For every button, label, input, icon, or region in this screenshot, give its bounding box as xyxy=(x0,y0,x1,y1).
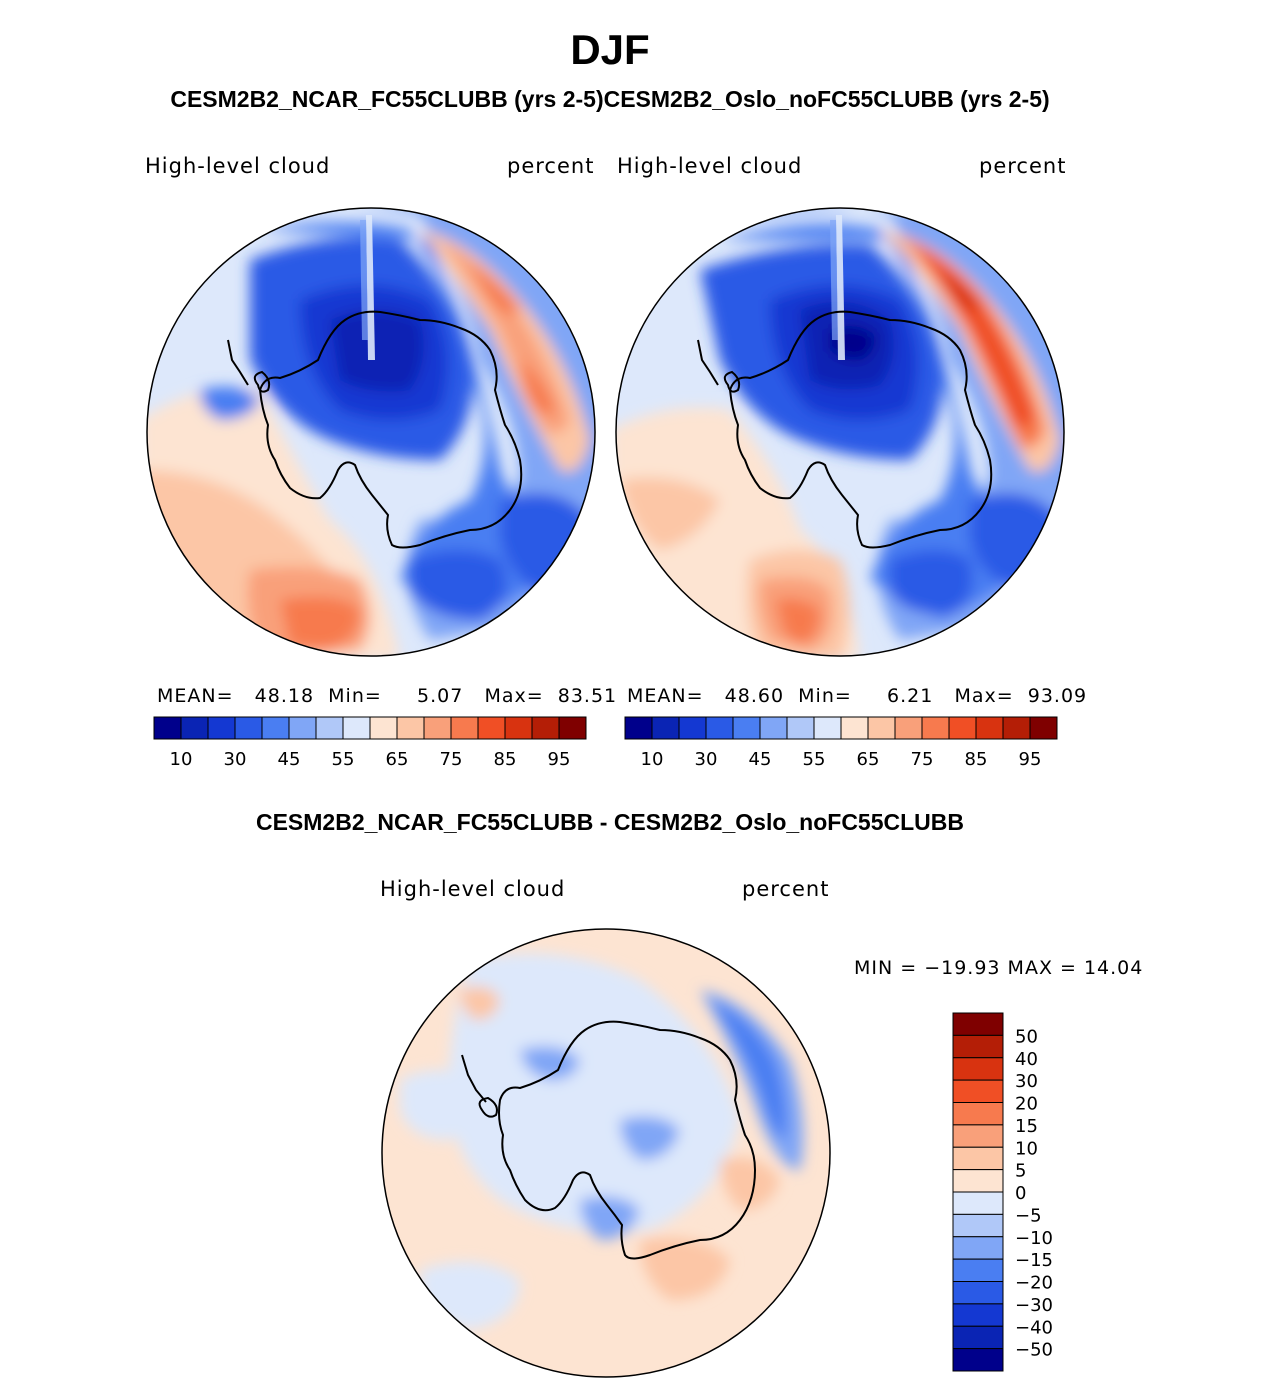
colorbar-panel1-swatch xyxy=(153,716,182,740)
panel1-map xyxy=(146,207,596,657)
panel2-units-label: percent xyxy=(979,154,1067,178)
panel2-map xyxy=(615,207,1065,657)
diff-variable-label: High-level cloud xyxy=(380,877,566,901)
colorbar-panel2-swatch xyxy=(867,716,896,740)
colorbar-difference-swatch xyxy=(952,1057,1004,1081)
colorbar-panel2-tick-label: 55 xyxy=(803,749,826,770)
colorbar-panel1-swatch xyxy=(369,716,398,740)
colorbar-panel2-tick-label: 75 xyxy=(911,749,934,770)
colorbar-panel2-swatch xyxy=(678,716,707,740)
colorbar-difference-tick-label: 0 xyxy=(1015,1183,1026,1204)
colorbar-difference-tick-label: −15 xyxy=(1015,1250,1053,1271)
panel1-variable-label: High-level cloud xyxy=(145,154,331,178)
colorbar-difference-swatch xyxy=(952,1034,1004,1059)
colorbar-panel1-swatch xyxy=(180,716,209,740)
colorbar-difference-swatch xyxy=(952,1146,1004,1171)
colorbar-panel1-tick-label: 85 xyxy=(494,749,517,770)
diff-stats: MIN = −19.93 MAX = 14.04 xyxy=(854,957,1144,979)
colorbar-panel2-swatch xyxy=(840,716,869,740)
colorbar-difference-tick-label: −20 xyxy=(1015,1273,1053,1294)
colorbar-panel1-tick-label: 75 xyxy=(440,749,463,770)
colorbar-panel2-swatch xyxy=(624,716,653,740)
panel1-units-label: percent xyxy=(507,154,595,178)
colorbar-difference-swatch xyxy=(952,1236,1004,1260)
colorbar-panel2-tick-label: 85 xyxy=(965,749,988,770)
colorbar-panel1-tick-label: 55 xyxy=(332,749,355,770)
diff-units-label: percent xyxy=(742,877,830,901)
colorbar-difference-swatch xyxy=(952,1191,1004,1215)
colorbar-panel1-swatch xyxy=(288,716,317,740)
colorbar-panel1-swatch xyxy=(315,716,344,740)
colorbar-panel1-swatch xyxy=(261,716,290,740)
colorbar-difference-tick-label: 40 xyxy=(1015,1049,1038,1070)
colorbar-panel1-swatch xyxy=(450,716,479,740)
colorbar-difference-swatch xyxy=(952,1258,1004,1282)
colorbar-panel1-swatch xyxy=(207,716,236,740)
colorbar-difference-tick-label: 15 xyxy=(1015,1116,1038,1137)
colorbar-difference-swatch xyxy=(952,1213,1004,1238)
colorbar-panel2-tick-label: 65 xyxy=(857,749,880,770)
colorbar-difference-swatch xyxy=(952,1124,1004,1148)
colorbar-panel2-swatch xyxy=(921,716,950,740)
colorbar-panel1-tick-label: 65 xyxy=(386,749,409,770)
colorbar-panel1-swatch xyxy=(558,716,587,740)
colorbar-panel2-tick-label: 45 xyxy=(749,749,772,770)
colorbar-difference-tick-label: 20 xyxy=(1015,1094,1038,1115)
colorbar-difference-swatch xyxy=(952,1348,1004,1372)
colorbar-panel2-swatch xyxy=(759,716,788,740)
colorbar-panel1-swatch xyxy=(396,716,425,740)
colorbar-panel1-swatch xyxy=(423,716,452,740)
colorbar-panel1-swatch xyxy=(234,716,263,740)
colorbar-panel1-tick-label: 95 xyxy=(548,749,571,770)
difference-map xyxy=(381,928,831,1378)
colorbar-difference-swatch xyxy=(952,1079,1004,1103)
colorbar-difference-tick-label: −30 xyxy=(1015,1295,1053,1316)
colorbar-panel2-swatch xyxy=(948,716,977,740)
colorbar-panel1-tick-label: 30 xyxy=(224,749,247,770)
colorbar-difference-tick-label: 50 xyxy=(1015,1026,1038,1047)
colorbar-difference-tick-label: −50 xyxy=(1015,1340,1053,1361)
colorbar-difference-tick-label: 10 xyxy=(1015,1138,1038,1159)
colorbar-panel2-swatch xyxy=(894,716,923,740)
colorbar-panel1-tick-label: 45 xyxy=(278,749,301,770)
colorbar-panel2-swatch xyxy=(786,716,815,740)
panel1-stats: MEAN= 48.18 Min= 5.07 Max= 83.51 xyxy=(157,685,618,707)
colorbar-panel1-swatch xyxy=(342,716,371,740)
season-title: DJF xyxy=(570,26,650,73)
colorbar-panel2-tick-label: 10 xyxy=(641,749,664,770)
colorbar-difference-swatch xyxy=(952,1303,1004,1327)
colorbar-difference-swatch xyxy=(952,1012,1004,1036)
colorbar-difference-tick-label: −10 xyxy=(1015,1228,1053,1249)
colorbar-panel2-tick-label: 95 xyxy=(1019,749,1042,770)
colorbar-panel2-swatch xyxy=(651,716,680,740)
colorbar-difference-swatch xyxy=(952,1325,1004,1350)
colorbar-difference-tick-label: −5 xyxy=(1015,1205,1042,1226)
colorbar-difference-swatch xyxy=(952,1169,1004,1193)
panel2-stats: MEAN= 48.60 Min= 6.21 Max= 93.09 xyxy=(627,685,1088,707)
colorbar-difference-tick-label: 5 xyxy=(1015,1161,1026,1182)
colorbar-panel2-swatch xyxy=(1002,716,1031,740)
colorbar-panel1-swatch xyxy=(504,716,533,740)
colorbar-panel2-swatch xyxy=(1029,716,1058,740)
colorbar-panel2: 10 30 45 55 65 75 85 95 xyxy=(624,716,1058,770)
colorbar-panel1-swatch xyxy=(477,716,506,740)
difference-title: CESM2B2_NCAR_FC55CLUBB - CESM2B2_Oslo_no… xyxy=(255,809,964,835)
colorbar-panel2-swatch xyxy=(975,716,1004,740)
colorbar-panel2-swatch xyxy=(813,716,842,740)
colorbar-difference-swatch xyxy=(952,1102,1004,1126)
colorbar-difference-swatch xyxy=(952,1281,1004,1305)
colorbar-panel1-swatch xyxy=(531,716,560,740)
case-title: CESM2B2_NCAR_FC55CLUBB (yrs 2-5)CESM2B2_… xyxy=(170,86,1050,112)
panel2-variable-label: High-level cloud xyxy=(617,154,803,178)
colorbar-panel2-swatch xyxy=(705,716,734,740)
colorbar-difference-tick-label: −40 xyxy=(1015,1317,1053,1338)
colorbar-panel2-swatch xyxy=(732,716,761,740)
colorbar-panel2-tick-label: 30 xyxy=(695,749,718,770)
colorbar-panel1: 10 30 45 55 65 75 85 95 xyxy=(153,716,587,770)
colorbar-panel1-tick-label: 10 xyxy=(170,749,193,770)
colorbar-difference-tick-label: 30 xyxy=(1015,1071,1038,1092)
